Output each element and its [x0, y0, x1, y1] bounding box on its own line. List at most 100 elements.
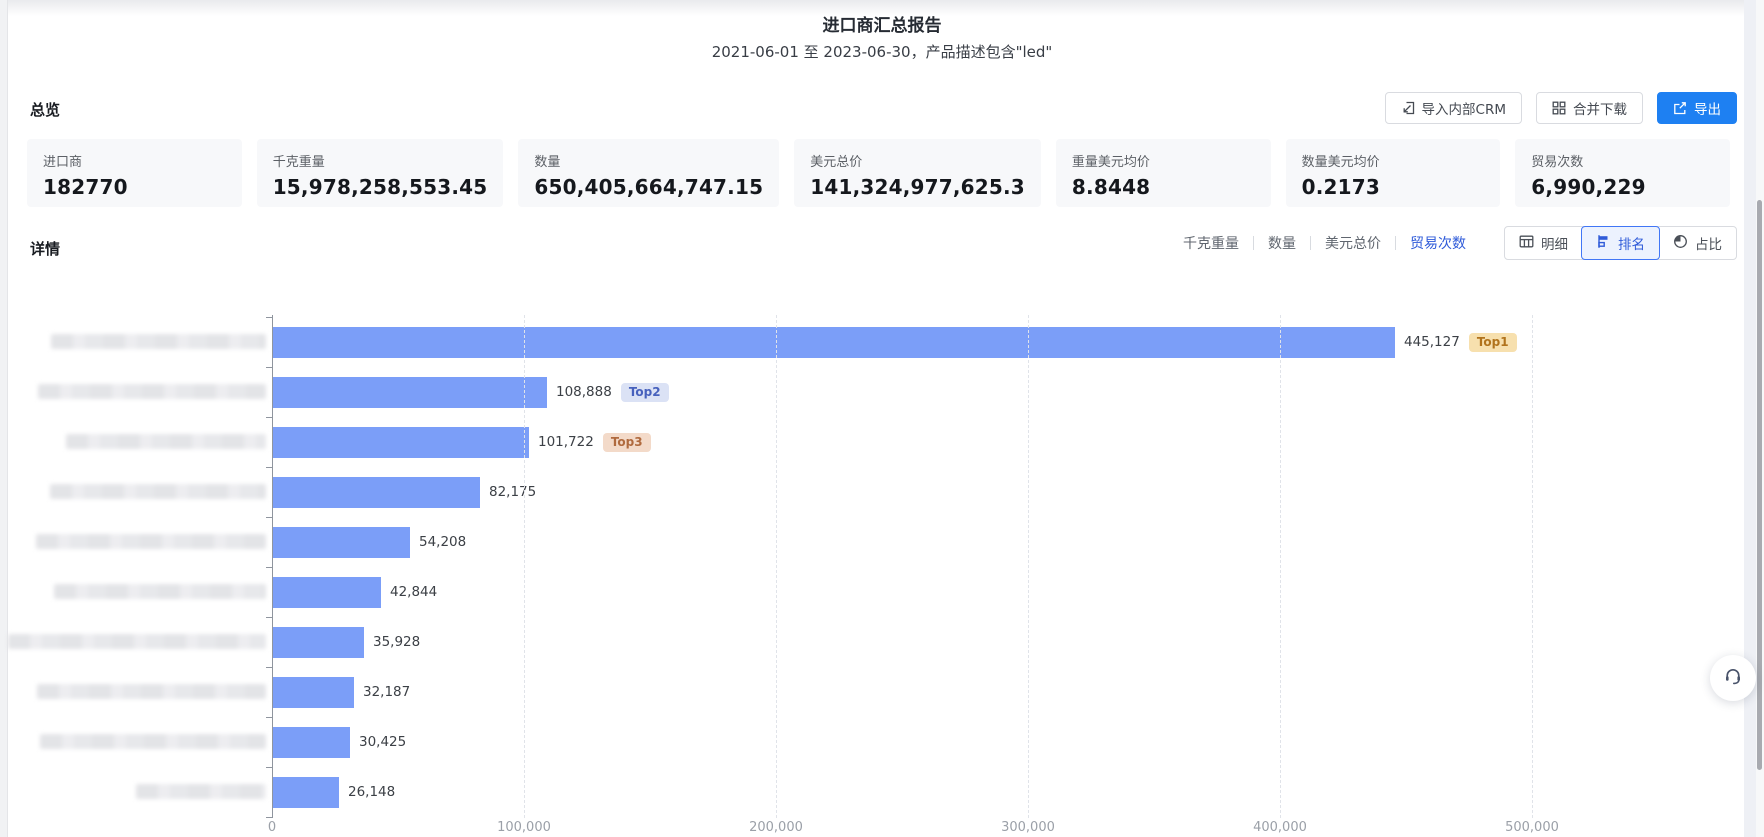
gridline — [1532, 315, 1533, 818]
y-axis-tick — [266, 517, 272, 518]
bar[interactable] — [273, 726, 350, 758]
bar-value-label: 30,425 — [359, 734, 407, 750]
chart-row: 42,844 — [0, 567, 1764, 617]
scrollbar-thumb[interactable] — [1757, 200, 1762, 770]
y-axis-tick — [266, 717, 272, 718]
overview-cards: 进口商 182770 千克重量 15,978,258,553.45 数量 650… — [27, 139, 1730, 207]
view-label: 占比 — [1695, 237, 1722, 253]
bar-line: 82,175 — [273, 467, 536, 517]
y-axis-line — [272, 315, 273, 818]
y-axis-tick — [266, 317, 272, 318]
bar-value-label: 54,208 — [419, 534, 467, 550]
y-axis-tick — [266, 367, 272, 368]
stat-label: 千克重量 — [272, 155, 325, 170]
metric-tab-usd-total[interactable]: 美元总价 — [1325, 236, 1381, 252]
view-button-detail[interactable]: 明细 — [1505, 227, 1582, 259]
stat-card-usd-per-quantity: 数量美元均价 0.2173 — [1285, 139, 1501, 207]
masked-company-name — [54, 584, 266, 599]
masked-company-name — [50, 484, 266, 499]
bar-value-label: 32,187 — [363, 684, 411, 700]
view-label: 明细 — [1541, 237, 1568, 253]
export-label: 导出 — [1694, 102, 1721, 118]
y-axis-tick — [266, 467, 272, 468]
chart-row: 445,127 Top1 — [0, 317, 1764, 367]
view-button-share[interactable]: 占比 — [1659, 227, 1736, 259]
overview-heading: 总览 — [30, 101, 61, 119]
export-button[interactable]: 导出 — [1657, 92, 1737, 124]
y-axis-tick — [266, 817, 272, 818]
detail-controls: 千克重量 数量 美元总价 贸易次数 明细 — [1169, 226, 1737, 260]
bar[interactable] — [273, 676, 354, 708]
stat-value: 650,405,664,747.15 — [534, 175, 764, 199]
y-axis-tick — [266, 567, 272, 568]
stat-card-kg-weight: 千克重量 15,978,258,553.45 — [256, 139, 504, 207]
page-subtitle: 2021-06-01 至 2023-06-30，产品描述包含"led" — [711, 43, 1053, 61]
left-edge-strip — [0, 0, 8, 837]
merge-download-button[interactable]: 合并下载 — [1536, 92, 1643, 124]
x-axis-tick-label: 0 — [267, 820, 277, 835]
metric-tab-kg-weight[interactable]: 千克重量 — [1183, 236, 1239, 252]
toolbar: 导入内部CRM 合并下载 导出 — [1384, 92, 1737, 124]
bar-value-label: 101,722 — [538, 434, 594, 450]
stat-label: 贸易次数 — [1531, 155, 1584, 170]
bar-line: 35,928 — [273, 617, 420, 667]
masked-company-name — [40, 734, 266, 749]
right-gutter — [1744, 0, 1756, 837]
x-axis-tick-label: 200,000 — [749, 820, 803, 835]
stat-label: 重量美元均价 — [1071, 155, 1150, 170]
y-axis-tick — [266, 767, 272, 768]
stat-card-quantity: 数量 650,405,664,747.15 — [518, 139, 780, 207]
chart-row: 82,175 — [0, 467, 1764, 517]
bar[interactable] — [273, 526, 410, 558]
bar-value-label: 445,127 — [1404, 334, 1460, 350]
gridline — [776, 315, 777, 818]
top-rank-badge: Top1 — [1468, 332, 1517, 352]
stat-label: 进口商 — [43, 155, 83, 170]
stat-label: 数量 — [534, 155, 561, 170]
bar[interactable] — [273, 476, 480, 508]
bar[interactable] — [273, 576, 381, 608]
metric-tab-trade-count[interactable]: 贸易次数 — [1410, 236, 1466, 252]
view-button-ranking[interactable]: 排名 — [1581, 226, 1660, 260]
x-axis-tick-label: 400,000 — [1253, 820, 1307, 835]
bar-line: 26,148 — [273, 767, 395, 817]
top-gradient — [0, 0, 1764, 16]
stat-card-usd-per-weight: 重量美元均价 8.8448 — [1055, 139, 1271, 207]
bar[interactable] — [273, 326, 1395, 358]
chart-row: 35,928 — [0, 617, 1764, 667]
bar-value-label: 35,928 — [373, 634, 421, 650]
bar-line: 30,425 — [273, 717, 406, 767]
stat-value: 0.2173 — [1301, 175, 1380, 199]
masked-company-name — [51, 334, 266, 349]
stat-value: 6,990,229 — [1531, 175, 1646, 199]
y-axis-tick — [266, 417, 272, 418]
chart-row: 108,888 Top2 — [0, 367, 1764, 417]
support-button[interactable] — [1710, 655, 1756, 701]
stat-value: 8.8448 — [1071, 175, 1151, 199]
bar[interactable] — [273, 776, 339, 808]
export-icon — [1673, 101, 1687, 115]
import-crm-button[interactable]: 导入内部CRM — [1384, 92, 1522, 124]
merge-download-label: 合并下载 — [1573, 102, 1627, 118]
table-icon — [1519, 234, 1534, 253]
stat-value: 15,978,258,553.45 — [272, 175, 488, 199]
detail-heading: 详情 — [30, 240, 61, 258]
chart-row: 101,722 Top3 — [0, 417, 1764, 467]
y-axis-tick — [266, 617, 272, 618]
bar[interactable] — [273, 626, 364, 658]
chart-rows: 445,127 Top1 108,888 Top2 101,722 Top3 8… — [0, 317, 1764, 817]
stat-card-usd-total: 美元总价 141,324,977,625.3 — [794, 139, 1041, 207]
view-switcher: 明细 排名 占比 — [1504, 226, 1737, 260]
metric-tab-quantity[interactable]: 数量 — [1268, 236, 1296, 252]
x-axis-tick-label: 500,000 — [1505, 820, 1559, 835]
chart-row: 30,425 — [0, 717, 1764, 767]
bar[interactable] — [273, 376, 547, 408]
stat-value: 182770 — [43, 175, 128, 199]
masked-company-name — [8, 634, 266, 649]
bar[interactable] — [273, 426, 529, 458]
x-axis-tick-label: 300,000 — [1001, 820, 1055, 835]
stat-card-trade-count: 贸易次数 6,990,229 — [1515, 139, 1730, 207]
merge-icon — [1552, 101, 1566, 115]
masked-company-name — [37, 684, 266, 699]
